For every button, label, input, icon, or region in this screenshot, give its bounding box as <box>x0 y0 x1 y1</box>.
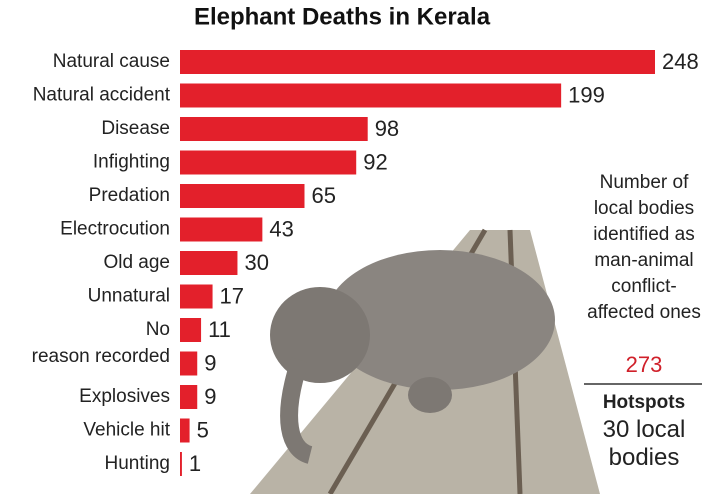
panel-caption: Number of local bodies identified as man… <box>587 172 701 323</box>
value-label: 30 <box>244 250 268 275</box>
category-label: Natural cause <box>53 51 170 72</box>
elephant-trunk <box>280 357 314 464</box>
illustration <box>250 228 600 494</box>
bar <box>180 351 198 376</box>
chart-title: Elephant Deaths in Kerala <box>194 3 491 30</box>
bar <box>180 217 263 242</box>
bar <box>180 318 202 342</box>
category-label: Old age <box>103 252 170 273</box>
panel-figure: 273 <box>625 352 663 377</box>
bar <box>180 50 655 74</box>
category-label: Explosives <box>79 386 170 407</box>
elephant-head <box>270 287 370 383</box>
category-label: Vehicle hit <box>83 420 170 441</box>
bar <box>180 418 190 443</box>
category-label: Electrocution <box>60 219 170 240</box>
value-label: 17 <box>220 283 244 308</box>
category-label: Hunting <box>105 453 171 474</box>
elephant-leg <box>408 377 452 413</box>
value-label: 98 <box>375 116 399 141</box>
category-label: No reason recorded <box>32 319 170 367</box>
hotspots-text: 30 local bodies <box>602 416 686 471</box>
bar <box>180 452 182 476</box>
bar <box>180 83 562 108</box>
bar <box>180 284 213 309</box>
bar <box>180 117 368 141</box>
value-label: 199 <box>568 82 605 107</box>
hotspots-title: Hotspots <box>602 392 686 413</box>
value-label: 1 <box>189 451 201 476</box>
value-label: 43 <box>269 216 293 241</box>
bar <box>180 184 305 208</box>
category-label: Infighting <box>93 152 170 173</box>
category-label: Natural accident <box>33 85 171 106</box>
value-label: 248 <box>662 49 699 74</box>
elephant-body <box>325 250 555 390</box>
category-label: Unnatural <box>88 286 170 307</box>
bar <box>180 150 357 175</box>
bar <box>180 385 198 409</box>
category-label: Disease <box>101 118 170 139</box>
value-label: 65 <box>311 183 335 208</box>
category-label: Predation <box>89 185 170 206</box>
value-label: 92 <box>363 149 387 174</box>
value-label: 11 <box>208 317 231 342</box>
value-label: 9 <box>204 384 216 409</box>
bar <box>180 251 238 275</box>
value-label: 5 <box>197 417 209 442</box>
value-label: 9 <box>204 350 216 375</box>
